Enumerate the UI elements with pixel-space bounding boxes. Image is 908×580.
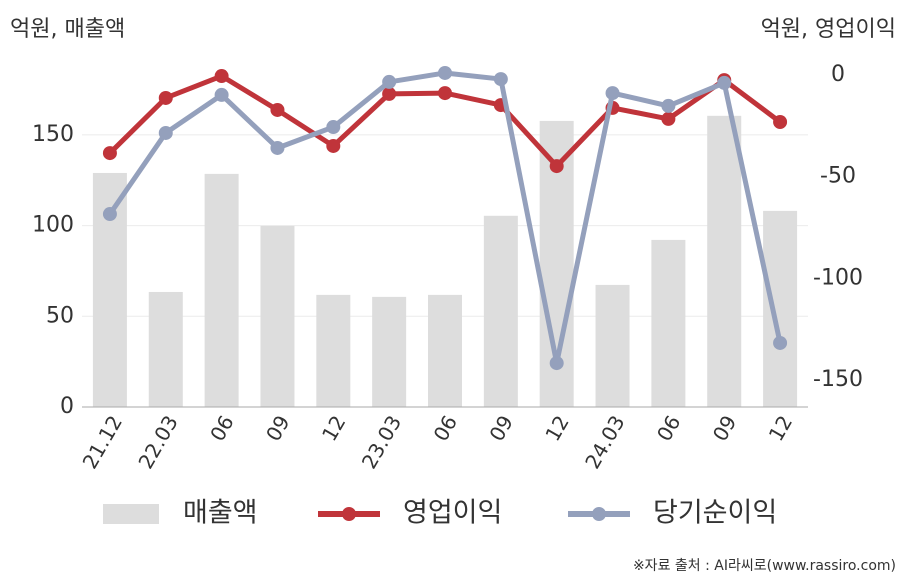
- y2-axis-label: 억원, 영업이익: [761, 17, 896, 42]
- x-tick-label: 09: [708, 411, 742, 445]
- x-tick-label: 12: [317, 411, 351, 445]
- bar: [595, 284, 630, 407]
- y-tick-label: 100: [32, 213, 74, 238]
- source: ※자료 출처 : AI라씨로(www.rassiro.com): [633, 558, 896, 574]
- line-point: [549, 159, 564, 174]
- line-point: [382, 74, 397, 89]
- legend-swatch: [103, 504, 159, 524]
- line-point: [773, 335, 788, 350]
- legend-swatch: [592, 507, 606, 521]
- legend-label: 당기순이익: [653, 498, 777, 529]
- line-point: [661, 111, 676, 126]
- y-tick-label: 0: [60, 394, 74, 419]
- x-tick-label: 23.03: [357, 411, 406, 473]
- y2-tick-label: -50: [820, 164, 856, 189]
- x-tick-label: 12: [764, 411, 798, 445]
- line-point: [493, 72, 508, 87]
- y-tick-label: 150: [32, 122, 74, 147]
- line-point: [158, 90, 173, 105]
- y2-tick-label: -100: [813, 265, 863, 290]
- bar: [372, 296, 407, 407]
- line-point: [214, 87, 229, 102]
- line-point: [326, 120, 341, 135]
- line-point: [549, 356, 564, 371]
- y-axis-label: 억원, 매출액: [10, 17, 125, 42]
- x-tick-label: 09: [261, 411, 295, 445]
- bar: [428, 294, 462, 407]
- bar: [707, 115, 742, 407]
- bar: [148, 291, 183, 407]
- bar: [763, 210, 798, 407]
- line-point: [438, 65, 452, 80]
- x-tick-label: 06: [652, 411, 686, 445]
- bar: [651, 239, 686, 407]
- line-point: [382, 86, 397, 101]
- line-point: [717, 75, 732, 90]
- x-tick-label: 22.03: [133, 411, 182, 473]
- x-tick-label: 24.03: [580, 411, 629, 473]
- line-point: [270, 102, 285, 117]
- bar: [483, 215, 518, 407]
- line-point: [661, 98, 676, 113]
- legend-label: 영업이익: [403, 498, 502, 529]
- line-point: [605, 86, 620, 101]
- y2-tick-label: -150: [813, 367, 863, 392]
- x-tick-label: 09: [484, 411, 518, 445]
- x-tick-label: 12: [540, 411, 574, 445]
- x-tick-label: 06: [429, 411, 463, 445]
- bar: [204, 173, 239, 407]
- x-tick-label: 21.12: [78, 411, 127, 473]
- line-point: [102, 207, 117, 222]
- bar: [260, 225, 295, 407]
- legend-label: 매출액: [183, 498, 258, 529]
- line-point: [158, 125, 173, 140]
- bar: [316, 294, 351, 407]
- x-tick-label: 06: [205, 411, 239, 445]
- line-point: [326, 138, 341, 153]
- y-tick-label: 50: [46, 303, 74, 328]
- y2-tick-label: 0: [831, 62, 845, 87]
- line-point: [102, 146, 117, 161]
- line-point: [270, 140, 285, 155]
- line-point: [214, 69, 229, 84]
- legend-swatch: [342, 507, 356, 521]
- line-point: [438, 86, 452, 101]
- line-point: [773, 114, 788, 129]
